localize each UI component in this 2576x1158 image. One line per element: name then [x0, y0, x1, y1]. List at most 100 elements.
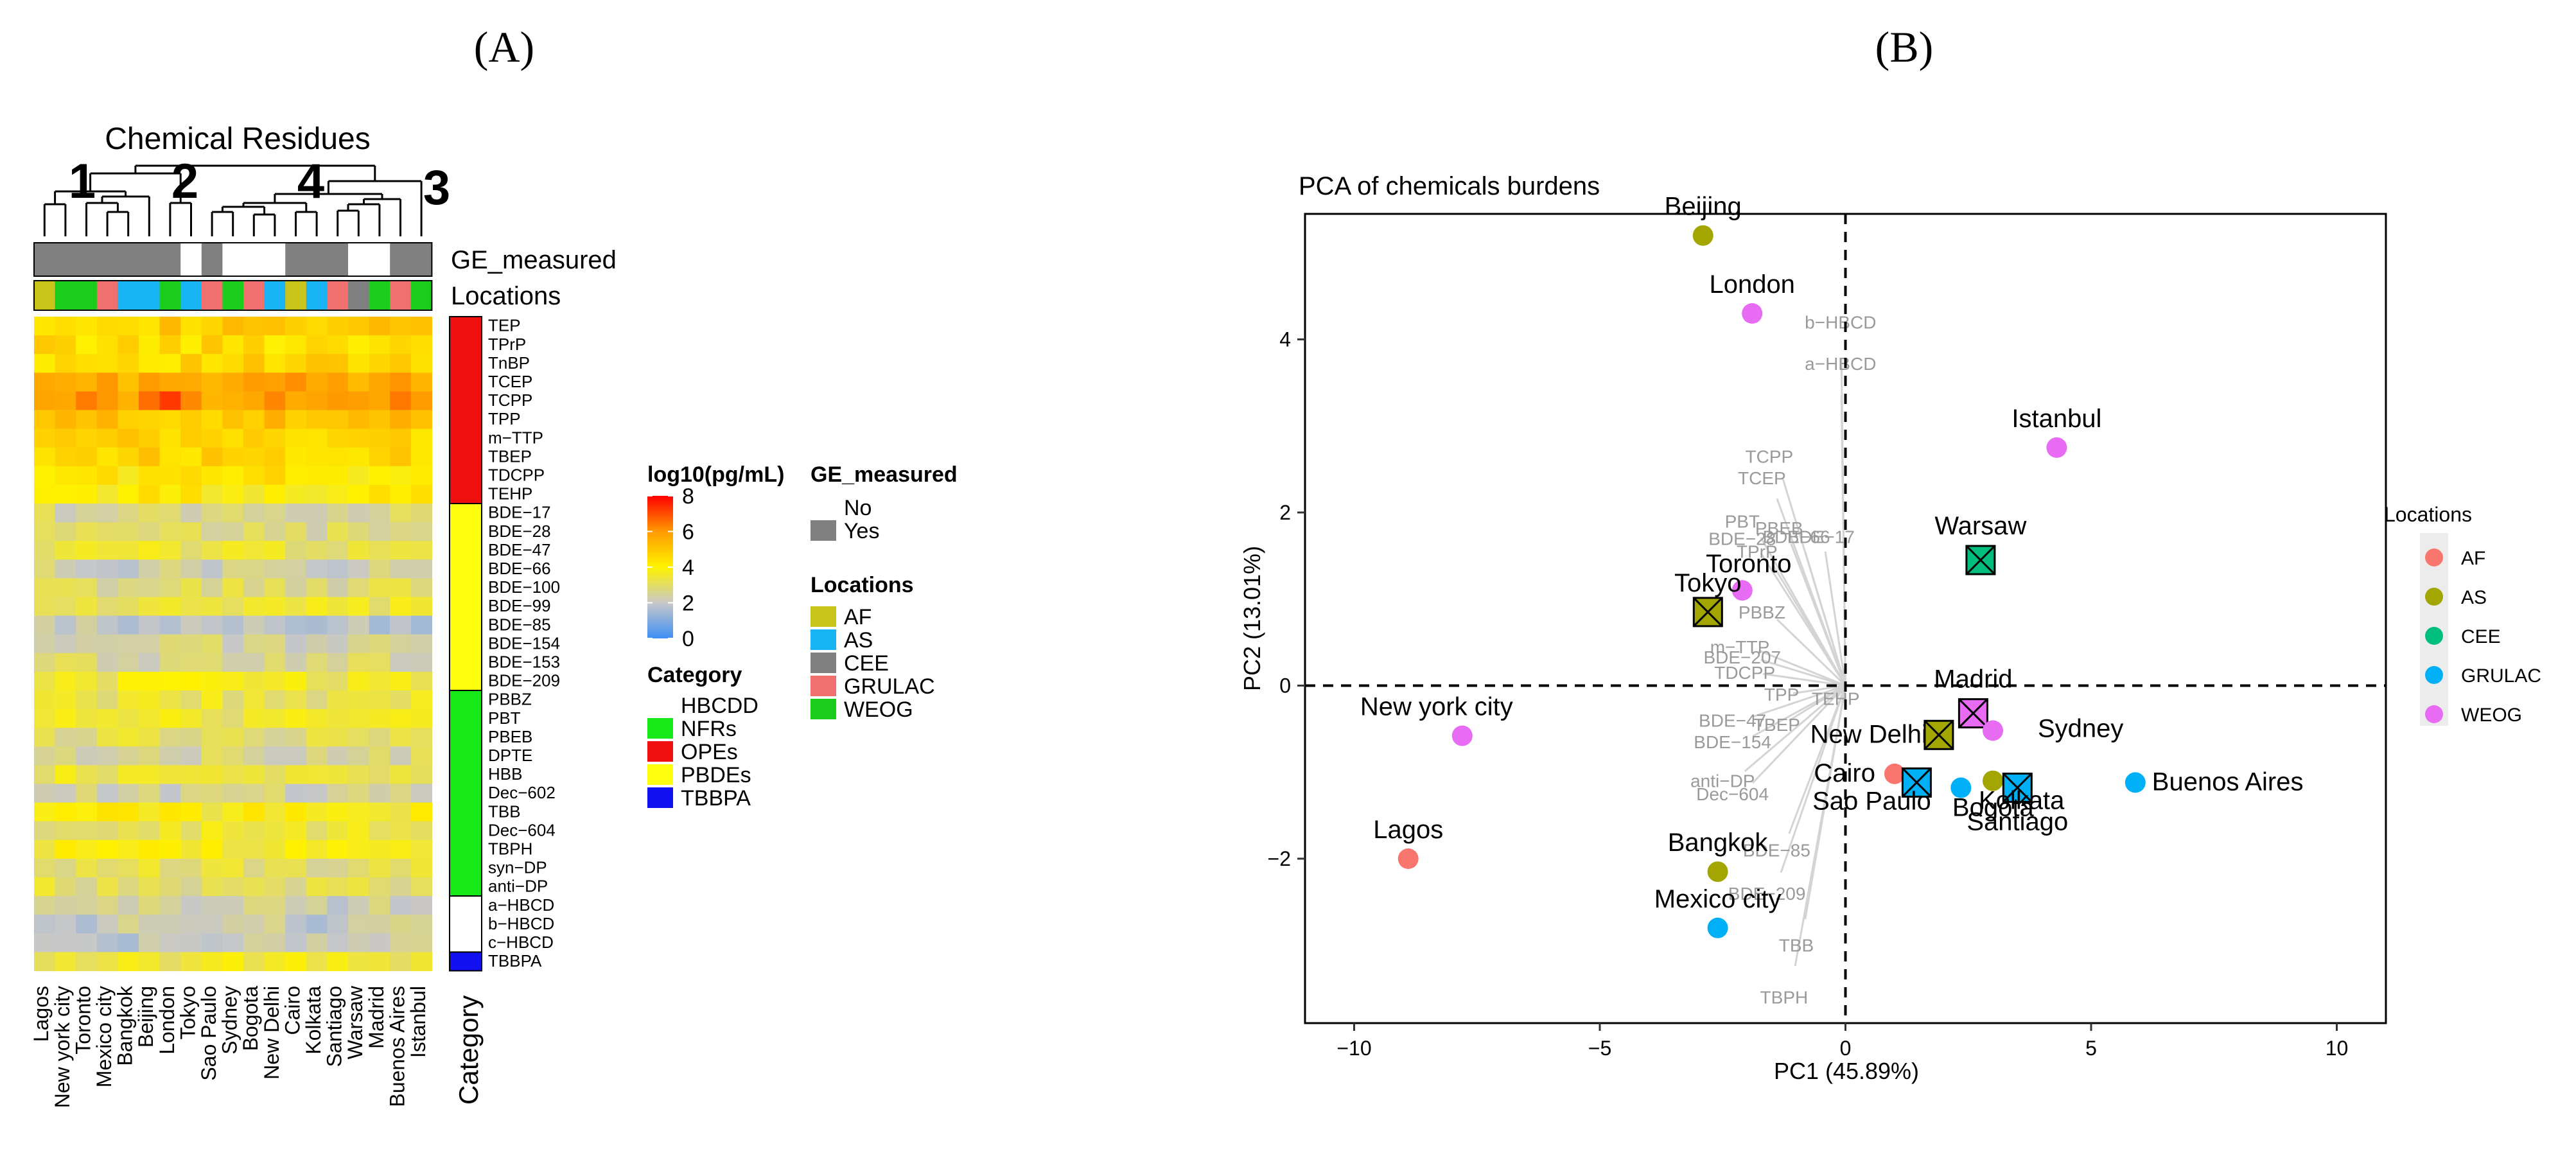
- heatmap-cell: [76, 410, 98, 430]
- heatmap-cell: [180, 578, 202, 598]
- panel-a-label: (A): [474, 22, 534, 71]
- heatmap-cell: [180, 373, 202, 392]
- heatmap-cell: [327, 634, 349, 654]
- category-legend-swatch: [647, 718, 673, 739]
- heatmap-cell: [327, 578, 349, 598]
- ge-annotation-cell: [264, 243, 286, 276]
- heatmap-cell: [348, 933, 370, 952]
- heatmap-cell: [180, 484, 202, 504]
- pca-point-label: Tokyo: [1674, 569, 1742, 597]
- heatmap-cell: [201, 690, 223, 710]
- heatmap-cell: [201, 559, 223, 579]
- heatmap-cell: [139, 858, 161, 878]
- location-annotation-cell: [222, 281, 244, 310]
- heatmap-cell: [55, 615, 76, 635]
- heatmap-cell: [118, 765, 139, 785]
- heatmap-cell: [285, 354, 307, 373]
- pca-point-label: Buenos Aires: [2152, 768, 2304, 796]
- heatmap-cell: [201, 709, 223, 728]
- row-label: b−HBCD: [488, 914, 554, 933]
- heatmap-cell: [139, 915, 161, 934]
- heatmap-cell: [139, 933, 161, 952]
- x-tick-label: 5: [2085, 1037, 2097, 1060]
- heatmap-cell: [34, 802, 56, 822]
- heatmap-cell: [285, 802, 307, 822]
- heatmap-cell: [34, 671, 56, 691]
- heatmap-cell: [390, 746, 412, 766]
- heatmap-cell: [180, 466, 202, 486]
- heatmap-cell: [369, 896, 390, 915]
- heatmap-cell: [369, 597, 390, 617]
- heatmap-cell: [327, 821, 349, 841]
- heatmap-cell: [410, 952, 432, 972]
- heatmap-cell: [348, 391, 370, 411]
- heatmap-cell: [76, 466, 98, 486]
- pca-point-beijing: [1692, 225, 1713, 246]
- heatmap-cell: [369, 428, 390, 448]
- heatmap-cell: [390, 466, 412, 486]
- heatmap-cell: [55, 746, 76, 766]
- column-label: Beijing: [134, 986, 157, 1048]
- row-label: BDE−99: [488, 596, 551, 615]
- row-label: TEHP: [488, 484, 532, 504]
- heatmap-cell: [222, 877, 244, 897]
- heatmap-cell: [348, 597, 370, 617]
- row-label: BDE−209: [488, 671, 560, 690]
- heatmap-cell: [222, 821, 244, 841]
- loading-arrow: [1772, 564, 1846, 687]
- row-label: BDE−66: [488, 559, 551, 578]
- column-label: Tokyo: [176, 986, 199, 1040]
- heatmap-cell: [139, 484, 161, 504]
- location-annotation-cell: [96, 281, 118, 310]
- heatmap-cell: [243, 522, 265, 541]
- heatmap-cell: [410, 877, 432, 897]
- heatmap-panel: Chemical Residues 1 2 4 3 GE_measured Lo…: [30, 122, 617, 1108]
- row-labels: TEPTPrPTnBPTCEPTCPPTPPm−TTPTBEPTDCPPTEHP…: [488, 316, 560, 970]
- heatmap-cell: [348, 839, 370, 859]
- heatmap-cell: [55, 410, 76, 430]
- pca-point-label: New york city: [1360, 693, 1513, 721]
- heatmap-cell: [390, 952, 412, 972]
- heatmap-cell: [201, 877, 223, 897]
- heatmap-cell: [96, 559, 118, 579]
- pca-ylabel: PC2 (13.01%): [1239, 546, 1265, 691]
- heatmap-cell: [180, 447, 202, 467]
- heatmap-cell: [76, 354, 98, 373]
- heatmap-cell: [180, 728, 202, 747]
- heatmap-cell: [159, 634, 181, 654]
- heatmap-cell: [180, 522, 202, 541]
- heatmap-cell: [118, 391, 139, 411]
- heatmap-cell: [306, 896, 328, 915]
- heatmap-cell: [159, 335, 181, 355]
- heatmap-cell: [55, 597, 76, 617]
- heatmap-cell: [285, 428, 307, 448]
- y-tick-label: 4: [1279, 328, 1291, 351]
- location-annotation-cell: [201, 281, 223, 310]
- heatmap-cell: [306, 765, 328, 785]
- heatmap-cell: [327, 933, 349, 952]
- heatmap-cell: [285, 821, 307, 841]
- heatmap-cell: [34, 746, 56, 766]
- heatmap-cell: [180, 877, 202, 897]
- heatmap-cell: [180, 597, 202, 617]
- heatmap-cell: [243, 765, 265, 785]
- ge-annotation-cell: [180, 243, 202, 276]
- heatmap-cell: [264, 484, 286, 504]
- heatmap-cell: [201, 522, 223, 541]
- heatmap-cell: [159, 615, 181, 635]
- heatmap-cell: [201, 391, 223, 411]
- location-annotation-cell: [243, 281, 265, 310]
- ge-legend-label: Yes: [844, 519, 879, 543]
- loading-label: TCEP: [1738, 468, 1786, 488]
- locations-legend-swatch: [810, 676, 836, 696]
- location-annotation-cell: [34, 281, 56, 310]
- heatmap-cell: [369, 578, 390, 598]
- heatmap-cell: [55, 447, 76, 467]
- locations-legend-swatch: [810, 629, 836, 650]
- heatmap-cell: [264, 541, 286, 560]
- heatmap-cell: [222, 915, 244, 934]
- heatmap-cell: [306, 447, 328, 467]
- heatmap-cell: [34, 784, 56, 803]
- heatmap-cell: [327, 373, 349, 392]
- heatmap-cell: [243, 428, 265, 448]
